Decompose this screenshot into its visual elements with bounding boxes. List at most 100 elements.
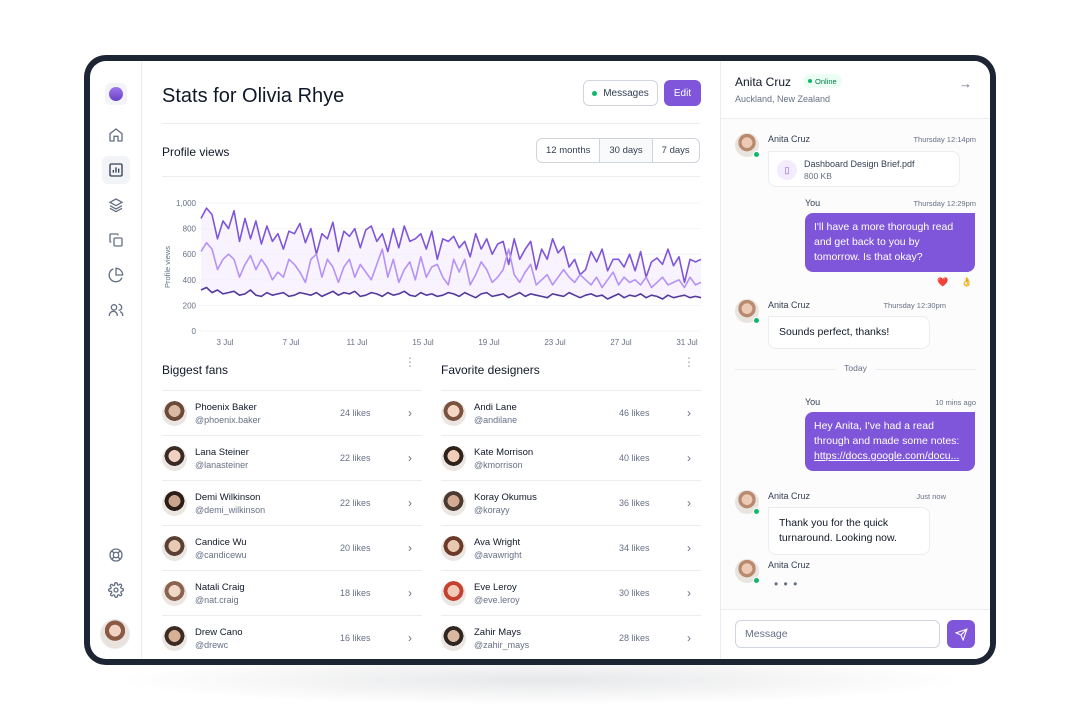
person-name: Phoenix Baker: [195, 402, 257, 413]
users-icon[interactable]: [102, 296, 130, 324]
layers-icon[interactable]: [102, 191, 130, 219]
list-item[interactable]: Kate Morrison @kmorrison 40 likes ›: [441, 436, 701, 481]
typing-indicator: • • •: [774, 577, 799, 591]
list-item[interactable]: Zahir Mays @zahir_mays 28 likes ›: [441, 616, 701, 659]
ok-hand-reaction-icon[interactable]: 👌: [961, 277, 973, 287]
likes-count: 20 likes: [340, 543, 371, 553]
heart-reaction-icon[interactable]: ❤️: [937, 277, 949, 287]
chevron-right-icon[interactable]: ›: [687, 541, 691, 555]
range-30-days[interactable]: 30 days: [600, 139, 653, 162]
chevron-right-icon[interactable]: ›: [408, 586, 412, 600]
chevron-right-icon[interactable]: ›: [408, 496, 412, 510]
more-vertical-icon[interactable]: ⋮: [683, 355, 695, 369]
logo-mark: [109, 87, 123, 101]
user-avatar[interactable]: [100, 619, 130, 649]
series-area: [201, 208, 701, 299]
profile-views-chart: 0 200 400 600 800 1,000 Profile views 3 Jul 7 Ju…: [142, 181, 721, 351]
contact-avatar: [735, 299, 760, 324]
person-name: Candice Wu: [195, 537, 247, 548]
chevron-right-icon[interactable]: ›: [408, 631, 412, 645]
copy-icon[interactable]: [102, 226, 130, 254]
message-time: Thursday 12:30pm: [883, 301, 946, 310]
file-attachment[interactable]: ▯ Dashboard Design Brief.pdf 800 KB: [768, 151, 960, 187]
x-tick-label: 31 Jul: [676, 338, 698, 347]
range-7-days[interactable]: 7 days: [661, 145, 690, 156]
person-name: Koray Okumus: [474, 492, 537, 503]
settings-icon[interactable]: [102, 576, 130, 604]
more-vertical-icon[interactable]: ⋮: [404, 355, 416, 369]
list-item[interactable]: Eve Leroy @eve.leroy 30 likes ›: [441, 571, 701, 616]
person-name: Zahir Mays: [474, 627, 521, 638]
message-sender: Anita Cruz: [768, 300, 811, 310]
avatar: [441, 581, 466, 606]
person-handle: @phoenix.baker: [195, 415, 261, 425]
status-badge: Online: [803, 74, 842, 88]
list-item[interactable]: Lana Steiner @lanasteiner 22 likes ›: [162, 436, 422, 481]
list-item[interactable]: Koray Okumus @korayy 36 likes ›: [441, 481, 701, 526]
list-item[interactable]: Drew Cano @drewc 16 likes ›: [162, 616, 422, 659]
contact-name: Anita Cruz: [735, 75, 792, 89]
message-link[interactable]: https://docs.google.com/docu...: [814, 450, 960, 462]
x-tick-label: 3 Jul: [217, 338, 234, 347]
avatar: [162, 401, 187, 426]
avatar: [441, 401, 466, 426]
likes-count: 46 likes: [619, 408, 650, 418]
favorite-designers-header: Favorite designers ⋮: [441, 351, 701, 391]
message-sender: Anita Cruz: [768, 491, 811, 501]
life-buoy-icon[interactable]: [102, 541, 130, 569]
file-icon: ▯: [777, 160, 797, 180]
send-button[interactable]: [947, 620, 975, 648]
logo[interactable]: [105, 83, 127, 105]
person-handle: @andilane: [474, 415, 518, 425]
list-item[interactable]: Natali Craig @nat.craig 18 likes ›: [162, 571, 422, 616]
person-handle: @nat.craig: [195, 595, 239, 605]
online-dot: [592, 90, 598, 96]
person-handle: @korayy: [474, 505, 510, 515]
message-time: Thursday 12:29pm: [913, 199, 976, 208]
chevron-right-icon[interactable]: ›: [408, 406, 412, 420]
home-icon[interactable]: [102, 121, 130, 149]
header-divider: [162, 123, 700, 124]
chevron-right-icon[interactable]: ›: [687, 631, 691, 645]
chevron-right-icon[interactable]: ›: [408, 541, 412, 555]
message-thread: Anita Cruz Thursday 12:14pm ▯ Dashboard …: [721, 119, 990, 609]
series-line-3: [200, 286, 702, 300]
list-item[interactable]: Demi Wilkinson @demi_wilkinson 22 likes ›: [162, 481, 422, 526]
avatar: [162, 536, 187, 561]
avatar: [162, 626, 187, 651]
list-item[interactable]: Ava Wright @avawright 34 likes ›: [441, 526, 701, 571]
y-tick-label: 800: [183, 225, 197, 234]
chat-panel: Anita Cruz Online Auckland, New Zealand …: [721, 61, 990, 659]
chevron-right-icon[interactable]: ›: [687, 406, 691, 420]
chevron-right-icon[interactable]: ›: [408, 451, 412, 465]
message-bubble-incoming: Sounds perfect, thanks!: [768, 316, 930, 349]
chevron-right-icon[interactable]: ›: [687, 451, 691, 465]
bar-chart-icon[interactable]: [102, 156, 130, 184]
person-name: Andi Lane: [474, 402, 517, 413]
messages-button[interactable]: Messages: [583, 80, 658, 106]
y-tick-label: 400: [183, 276, 197, 285]
range-12-months[interactable]: 12 months: [537, 139, 601, 162]
likes-count: 40 likes: [619, 453, 650, 463]
message-text: Hey Anita, I've had a read through and m…: [814, 420, 960, 447]
pie-chart-icon[interactable]: [102, 261, 130, 289]
arrow-right-icon[interactable]: →: [959, 76, 972, 91]
chevron-right-icon[interactable]: ›: [687, 496, 691, 510]
file-size: 800 KB: [804, 171, 832, 181]
main-content: Stats for Olivia Rhye Messages Edit Prof…: [142, 61, 721, 659]
messages-button-label: Messages: [603, 87, 649, 99]
device-frame: Stats for Olivia Rhye Messages Edit Prof…: [84, 55, 996, 665]
list-item[interactable]: Candice Wu @candicewu 20 likes ›: [162, 526, 422, 571]
list-item[interactable]: Andi Lane @andilane 46 likes ›: [441, 391, 701, 436]
range-selector: 12 months 30 days 7 days: [536, 138, 700, 163]
message-input[interactable]: [735, 620, 940, 648]
y-tick-label: 600: [183, 250, 197, 259]
edit-button[interactable]: Edit: [664, 80, 701, 106]
likes-count: 34 likes: [619, 543, 650, 553]
x-tick-label: 27 Jul: [610, 338, 632, 347]
favorite-designers-title: Favorite designers: [441, 363, 540, 377]
list-item[interactable]: Phoenix Baker @phoenix.baker 24 likes ›: [162, 391, 422, 436]
person-handle: @zahir_mays: [474, 640, 530, 650]
chevron-right-icon[interactable]: ›: [687, 586, 691, 600]
message-bubble-incoming: Thank you for the quick turnaround. Look…: [768, 507, 930, 555]
